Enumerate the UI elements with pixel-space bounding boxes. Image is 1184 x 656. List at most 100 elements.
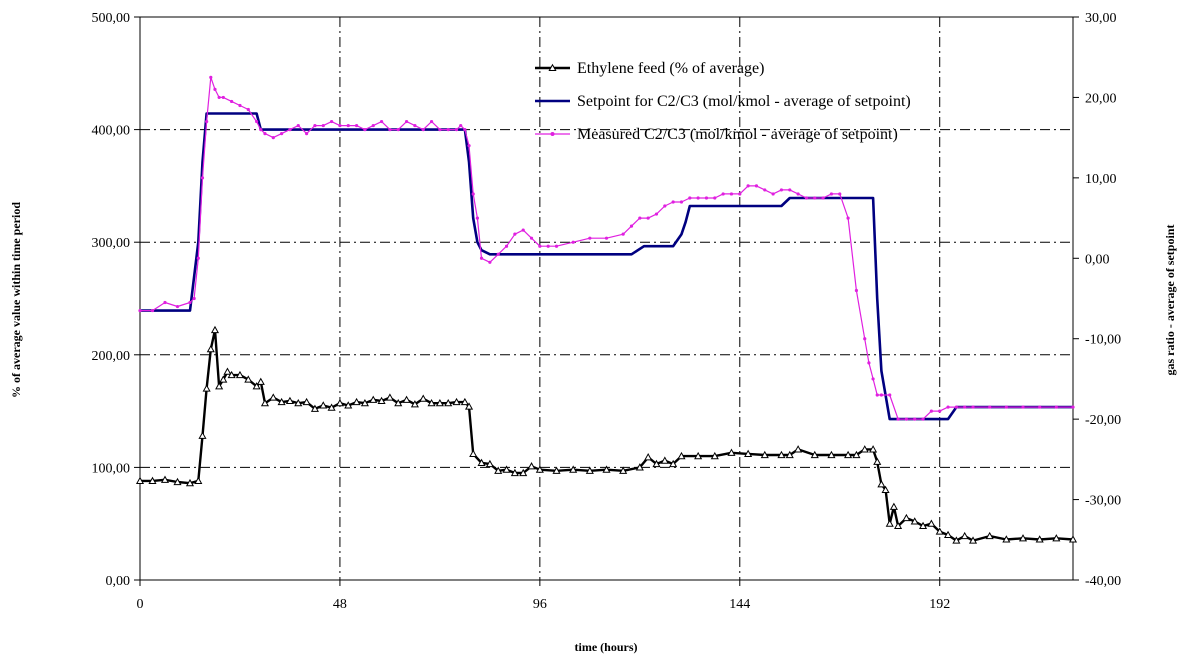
legend-label: Measured C2/C3 (mol/kmol - average of se… (577, 126, 898, 143)
data-point (652, 459, 661, 468)
data-point (385, 393, 394, 401)
legend-label: Ethylene feed (% of average) (577, 60, 764, 77)
data-point (252, 382, 261, 390)
data-point (1054, 405, 1058, 409)
data-point (427, 398, 436, 407)
data-point (794, 445, 803, 453)
data-point (471, 192, 475, 196)
data-point (721, 192, 725, 196)
data-point (160, 475, 170, 483)
data-point (954, 405, 958, 409)
data-point (863, 337, 867, 341)
data-point (621, 232, 625, 236)
data-point (871, 377, 875, 381)
data-point (302, 397, 311, 406)
data-point (223, 367, 232, 375)
data-point (215, 382, 224, 390)
data-point (294, 398, 303, 407)
data-point (660, 456, 669, 464)
data-point (446, 128, 450, 132)
data-point (296, 123, 300, 128)
data-point (196, 256, 200, 260)
data-point (779, 188, 784, 192)
data-point (881, 485, 890, 493)
data-point (221, 95, 225, 100)
data-point (494, 466, 503, 474)
data-point (671, 200, 675, 204)
data-point (280, 132, 284, 136)
data-point (463, 128, 467, 132)
data-point (1038, 405, 1042, 409)
data-point (413, 123, 417, 128)
y2-tick-label: -10,00 (1085, 333, 1121, 348)
x-tick-label: 48 (333, 597, 347, 612)
data-point (663, 204, 667, 208)
data-point (285, 396, 294, 405)
data-point (889, 502, 898, 510)
data-point (327, 403, 336, 411)
y-tick-label: 0,00 (106, 574, 131, 589)
data-point (875, 393, 879, 397)
data-point (246, 107, 250, 112)
data-point (200, 176, 205, 180)
data-point (388, 128, 392, 132)
data-point (244, 375, 253, 383)
data-point (338, 123, 342, 128)
y2-tick-label: 10,00 (1085, 172, 1117, 187)
data-point (929, 409, 933, 413)
data-point (638, 216, 642, 220)
data-point (510, 468, 519, 477)
data-point (263, 132, 267, 136)
data-point (744, 449, 753, 457)
data-point (694, 451, 703, 460)
data-point (346, 123, 350, 128)
data-point (435, 398, 444, 407)
data-point (504, 244, 509, 248)
data-point (713, 196, 717, 200)
data-point (488, 260, 492, 264)
data-point (454, 128, 459, 132)
data-point (260, 398, 270, 407)
data-point (746, 184, 750, 188)
data-point (235, 370, 245, 379)
data-point (827, 450, 836, 459)
data-point (677, 451, 686, 460)
data-point (429, 119, 434, 124)
data-point (419, 394, 428, 402)
data-point (496, 252, 500, 256)
data-point (885, 519, 894, 527)
data-point (952, 536, 961, 544)
legend: Ethylene feed (% of average) Setpoint for… (535, 60, 911, 143)
data-point (288, 128, 292, 132)
data-point (529, 236, 534, 240)
data-point (1002, 535, 1011, 543)
data-point (163, 300, 167, 305)
data-point (371, 123, 375, 128)
legend-marker (548, 63, 557, 72)
data-point (946, 405, 950, 409)
y2-tick-label: 30,00 (1085, 11, 1117, 26)
data-point (513, 232, 517, 236)
data-point (604, 236, 609, 240)
data-point (988, 405, 992, 409)
data-point (194, 476, 203, 484)
data-point (669, 459, 678, 468)
data-point (877, 480, 886, 488)
y-tick-label: 500,00 (92, 11, 131, 26)
data-point (679, 200, 684, 204)
data-point (771, 192, 775, 196)
series-2 (140, 112, 1073, 421)
data-point (444, 398, 453, 407)
data-point (879, 393, 884, 397)
data-point (344, 401, 353, 409)
data-point (148, 476, 157, 484)
data-point (219, 375, 228, 383)
data-point (785, 450, 794, 459)
data-point (313, 123, 317, 128)
data-point (910, 517, 919, 525)
legend-label: Setpoint for C2/C3 (mol/kmol - average o… (577, 93, 911, 110)
data-point (704, 196, 709, 200)
y2-axis-title: gas ratio - average of setpoint (1163, 225, 1177, 376)
data-point (635, 463, 644, 471)
data-point (935, 527, 944, 535)
